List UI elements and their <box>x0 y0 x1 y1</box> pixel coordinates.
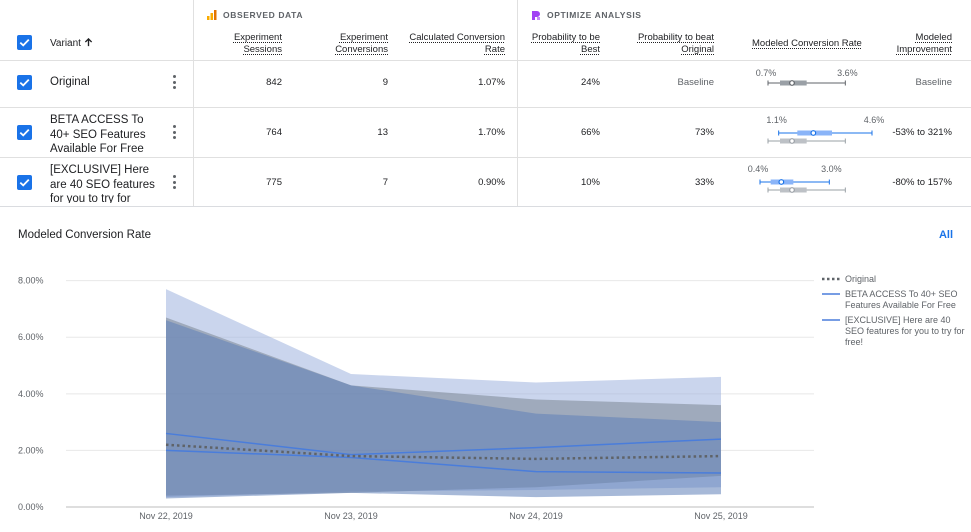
observed-data-label: OBSERVED DATA <box>207 10 303 20</box>
select-all-checkbox[interactable] <box>17 35 32 50</box>
line-swatch <box>822 293 840 295</box>
row-checkbox[interactable] <box>17 125 32 140</box>
arrow-up-icon <box>84 37 92 47</box>
calculated-rate-value: 1.70% <box>478 127 505 138</box>
column-divider <box>517 0 518 206</box>
probability-best-value: 66% <box>580 127 600 138</box>
y-tick-label: 4.00% <box>18 389 44 399</box>
optimize-icon <box>532 11 540 20</box>
table-row: BETA ACCESS To 40+ SEO Features Available … <box>0 107 971 157</box>
variant-name[interactable]: Original <box>50 76 90 88</box>
original-range-median <box>789 138 795 144</box>
sessions-value: 842 <box>266 77 282 88</box>
range-high-label: 3.0% <box>821 164 842 174</box>
dotted-line-swatch <box>822 277 840 281</box>
beta-access-line <box>165 432 722 456</box>
modeled-improvement-header[interactable]: Modeled Improvement <box>896 32 952 55</box>
variants-table: OBSERVED DATA OPTIMIZE ANALYSIS Variant … <box>0 0 971 207</box>
range-low-label: 0.7% <box>756 68 777 78</box>
row-checkbox[interactable] <box>17 75 32 90</box>
modeled-rate-range-chart: 0.4% 3.0% <box>748 164 846 193</box>
x-tick-label: Nov 22, 2019 <box>139 511 193 521</box>
range-low-label: 1.1% <box>766 115 787 125</box>
row-checkbox[interactable] <box>17 175 32 190</box>
calculated-rate-value: 1.07% <box>478 77 505 88</box>
conversions-value: 9 <box>382 77 388 88</box>
variant-name[interactable]: [EXCLUSIVE] Here are 40 SEO features for y… <box>50 164 155 203</box>
conversions-value: 7 <box>382 177 388 188</box>
legend-item-original[interactable]: Original <box>822 274 967 285</box>
variant-range-median <box>810 130 817 136</box>
variant-header[interactable]: Variant <box>50 37 93 50</box>
probability-beat-header[interactable]: Probability to beat Original <box>637 32 714 55</box>
variant-range-median <box>778 179 785 185</box>
probability-beat-value: 33% <box>694 177 714 188</box>
probability-beat-value: 73% <box>694 127 714 138</box>
y-tick-label: 8.00% <box>18 276 44 286</box>
x-tick-label: Nov 24, 2019 <box>509 511 563 521</box>
legend-item-exclusive[interactable]: [EXCLUSIVE] Here are 40 SEO features for… <box>822 315 967 348</box>
range-high-label: 3.6% <box>837 68 858 78</box>
probability-beat-value: Baseline <box>677 77 714 88</box>
check-icon <box>19 38 30 47</box>
all-link[interactable]: All <box>938 229 953 241</box>
original-line <box>165 443 722 461</box>
original-range-median <box>789 187 795 193</box>
sessions-value: 775 <box>266 177 282 188</box>
bar-chart-icon <box>207 10 217 20</box>
range-high-label: 4.6% <box>864 115 885 125</box>
check-icon <box>19 78 30 87</box>
improvement-value: -53% to 321% <box>892 127 952 138</box>
variant-name[interactable]: BETA ACCESS To 40+ SEO Features Available … <box>50 114 146 153</box>
modeled-conversion-rate-chart: 0.00% 2.00% 4.00% 6.00% 8.00% Nov 22, 2019 Nov… <box>18 276 814 521</box>
sessions-header[interactable]: Experiment Sessions <box>233 32 282 55</box>
check-icon <box>19 178 30 187</box>
more-options-icon[interactable] <box>171 175 177 191</box>
conversions-header[interactable]: Experiment Conversions <box>335 32 388 55</box>
original-range-median <box>789 80 795 86</box>
exclusive-line <box>165 449 722 474</box>
legend-item-beta-access[interactable]: BETA ACCESS To 40+ SEO Features Availabl… <box>822 289 967 311</box>
line-swatch <box>822 319 840 321</box>
column-divider <box>193 0 194 206</box>
probability-best-value: 24% <box>580 77 600 88</box>
modeled-rate-range-chart: 1.1% 4.6% <box>766 115 885 144</box>
chart-title: Modeled Conversion Rate <box>18 229 151 241</box>
sessions-value: 764 <box>266 127 282 138</box>
optimize-analysis-label: OPTIMIZE ANALYSIS <box>531 10 642 20</box>
more-options-icon[interactable] <box>171 125 177 141</box>
improvement-value: -80% to 157% <box>892 177 952 188</box>
conversions-value: 13 <box>377 127 388 138</box>
calculated-rate-value: 0.90% <box>478 177 505 188</box>
y-tick-label: 0.00% <box>18 502 44 512</box>
x-tick-label: Nov 23, 2019 <box>324 511 378 521</box>
y-tick-label: 6.00% <box>18 332 44 342</box>
range-low-label: 0.4% <box>748 164 769 174</box>
more-options-icon[interactable] <box>171 75 177 91</box>
check-icon <box>19 128 30 137</box>
x-tick-label: Nov 25, 2019 <box>694 511 748 521</box>
modeled-rate-header[interactable]: Modeled Conversion Rate <box>752 38 862 49</box>
table-row: Original 842 9 1.07% 24% Baseline 0.7% 3.… <box>0 60 971 107</box>
probability-best-header[interactable]: Probability to be Best <box>531 32 600 55</box>
table-row: [EXCLUSIVE] Here are 40 SEO features for y… <box>0 157 971 206</box>
y-tick-label: 2.00% <box>18 445 44 455</box>
modeled-rate-range-chart: 0.7% 3.6% <box>756 68 858 86</box>
improvement-value: Baseline <box>915 77 952 88</box>
chart-legend: Original BETA ACCESS To 40+ SEO Features… <box>822 274 967 352</box>
calculated-rate-header[interactable]: Calculated Conversion Rate <box>409 32 505 55</box>
probability-best-value: 10% <box>580 177 600 188</box>
